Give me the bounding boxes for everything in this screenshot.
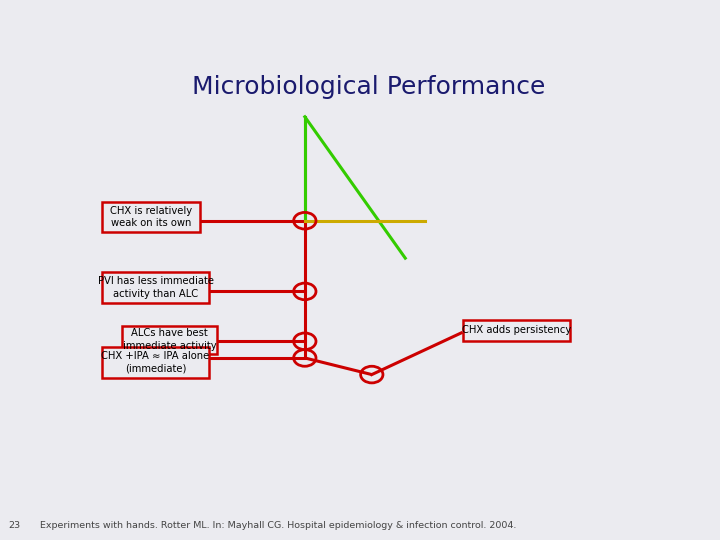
FancyBboxPatch shape <box>102 201 200 232</box>
Text: CHX is relatively
weak on its own: CHX is relatively weak on its own <box>110 206 192 228</box>
Text: Experiments with hands. Rotter ML. In: Mayhall CG. Hospital epidemiology & infec: Experiments with hands. Rotter ML. In: M… <box>40 521 516 530</box>
Text: CHX adds persistency: CHX adds persistency <box>462 326 571 335</box>
Text: 23: 23 <box>9 521 21 530</box>
FancyBboxPatch shape <box>102 272 209 303</box>
Text: Microbiological Performance: Microbiological Performance <box>192 75 546 99</box>
FancyBboxPatch shape <box>122 326 217 354</box>
Text: PVI has less immediate
activity than ALC: PVI has less immediate activity than ALC <box>98 276 214 299</box>
FancyBboxPatch shape <box>102 347 209 378</box>
Text: ALCs have best
immediate activity: ALCs have best immediate activity <box>122 328 216 351</box>
Text: CHX +IPA ≈ IPA alone
(immediate): CHX +IPA ≈ IPA alone (immediate) <box>102 352 210 374</box>
FancyBboxPatch shape <box>463 320 570 341</box>
